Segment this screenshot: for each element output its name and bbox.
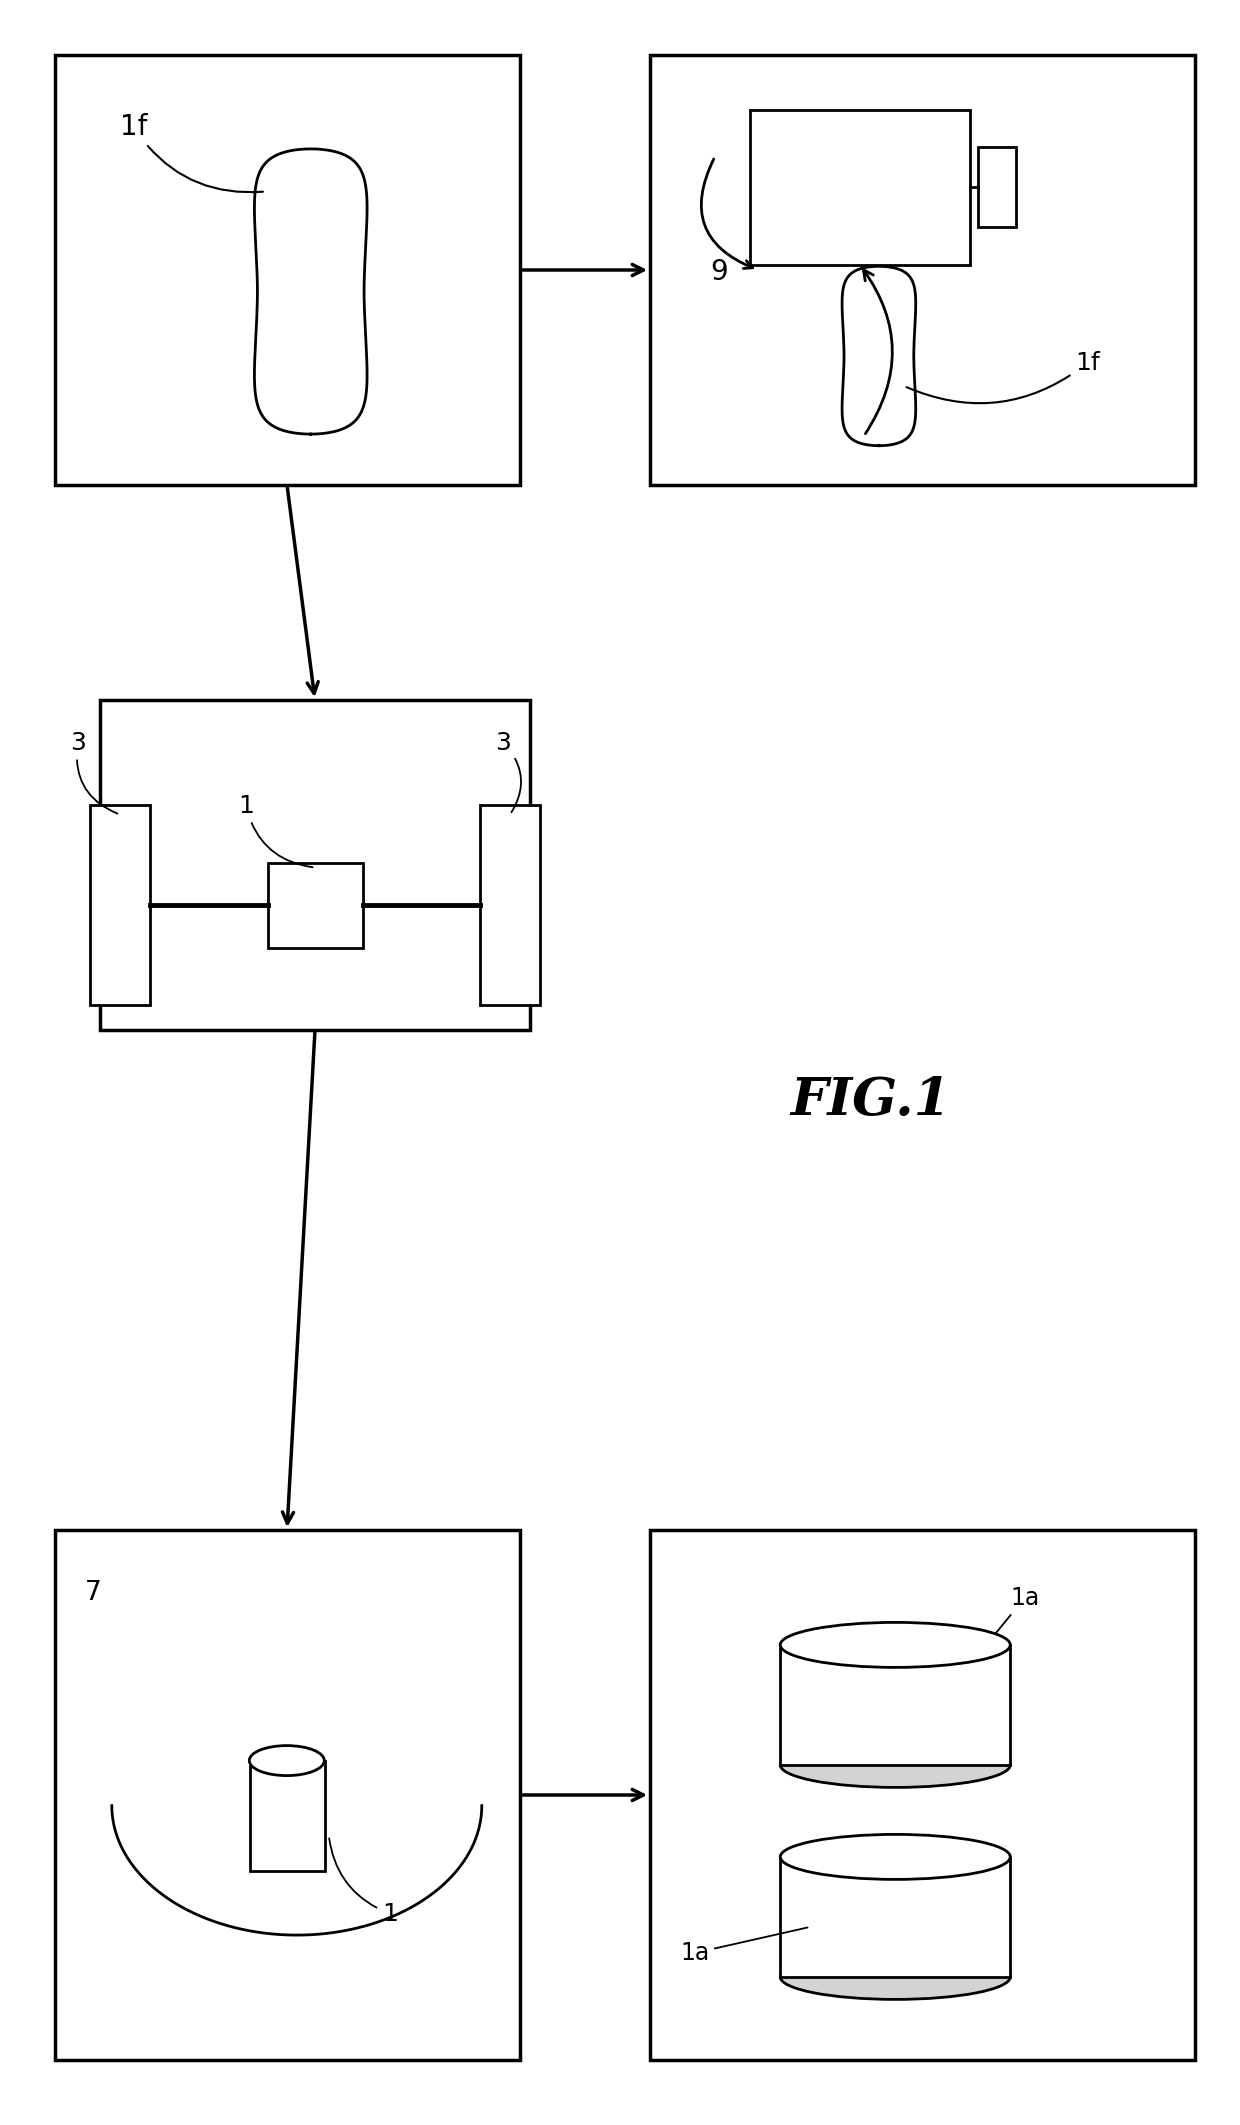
Text: 1a: 1a (992, 1585, 1039, 1638)
Text: 9: 9 (711, 257, 728, 287)
Text: 3: 3 (69, 731, 118, 814)
Bar (55, 1530, 520, 2059)
Ellipse shape (780, 1621, 1011, 1668)
Bar (91, 805, 150, 1005)
Bar (55, 55, 520, 484)
Text: 1f: 1f (120, 113, 263, 191)
Bar (268, 863, 363, 948)
Ellipse shape (780, 1742, 1011, 1787)
Text: 1: 1 (238, 793, 312, 867)
Bar (480, 805, 539, 1005)
Bar (780, 1857, 1011, 1976)
Bar (100, 699, 529, 1031)
Ellipse shape (780, 1955, 1011, 2000)
Text: 7: 7 (86, 1581, 102, 1606)
Text: 1f: 1f (906, 351, 1100, 404)
Text: 1: 1 (329, 1838, 398, 1925)
Text: 1a: 1a (680, 1927, 807, 1966)
Bar (750, 110, 970, 266)
Ellipse shape (249, 1745, 325, 1776)
Text: 3: 3 (495, 731, 521, 812)
Bar (978, 147, 1016, 227)
Ellipse shape (780, 1834, 1011, 1878)
Bar (249, 1762, 325, 1870)
Bar (780, 1645, 1011, 1766)
Bar (650, 55, 1195, 484)
Bar (650, 1530, 1195, 2059)
Text: FIG.1: FIG.1 (790, 1075, 950, 1126)
